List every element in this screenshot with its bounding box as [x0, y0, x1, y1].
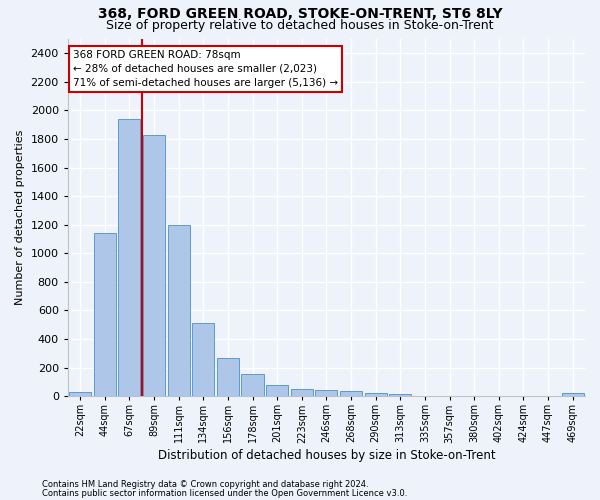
Bar [118, 119, 140, 396]
Bar [291, 389, 313, 396]
Bar [192, 324, 214, 396]
Text: Contains HM Land Registry data © Crown copyright and database right 2024.: Contains HM Land Registry data © Crown c… [42, 480, 368, 489]
Text: Size of property relative to detached houses in Stoke-on-Trent: Size of property relative to detached ho… [106, 18, 494, 32]
Bar [167, 225, 190, 396]
Bar [266, 385, 288, 396]
Bar [69, 392, 91, 396]
Bar [94, 232, 116, 396]
Bar [562, 394, 584, 396]
Bar [316, 390, 337, 396]
Bar [389, 394, 412, 396]
Text: 368, FORD GREEN ROAD, STOKE-ON-TRENT, ST6 8LY: 368, FORD GREEN ROAD, STOKE-ON-TRENT, ST… [98, 8, 502, 22]
Bar [217, 358, 239, 396]
Bar [143, 134, 165, 396]
Bar [340, 390, 362, 396]
X-axis label: Distribution of detached houses by size in Stoke-on-Trent: Distribution of detached houses by size … [158, 450, 495, 462]
Text: 368 FORD GREEN ROAD: 78sqm
← 28% of detached houses are smaller (2,023)
71% of s: 368 FORD GREEN ROAD: 78sqm ← 28% of deta… [73, 50, 338, 88]
Bar [365, 393, 387, 396]
Y-axis label: Number of detached properties: Number of detached properties [15, 130, 25, 306]
Text: Contains public sector information licensed under the Open Government Licence v3: Contains public sector information licen… [42, 488, 407, 498]
Bar [241, 374, 263, 396]
